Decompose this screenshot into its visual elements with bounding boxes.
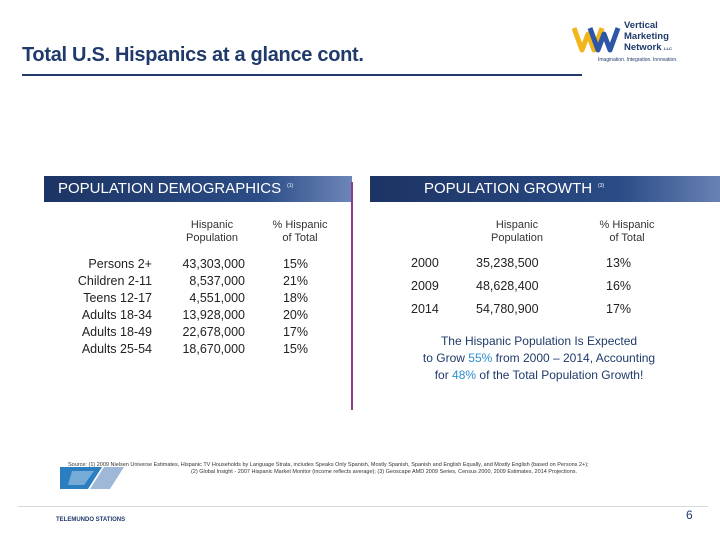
demographics-population-column: 43,303,000 8,537,000 4,551,000 13,928,00… [165, 256, 245, 358]
growth-population-column: 35,238,500 48,628,400 54,780,900 [476, 252, 539, 321]
callout-line-1: The Hispanic Population Is Expected [440, 334, 638, 348]
header-line: Hispanic [495, 219, 539, 231]
header-line: Population [491, 232, 543, 244]
population-value: 54,780,900 [476, 302, 539, 316]
population-value: 48,628,400 [476, 279, 539, 293]
pct-value: 17% [282, 325, 308, 339]
population-value: 35,238,500 [476, 256, 539, 270]
vmn-logo: Vertical Marketing Network LLC Imaginati… [572, 18, 707, 66]
demographics-banner: POPULATION DEMOGRAPHICS (1) [44, 176, 352, 202]
growth-col-pct-header: % Hispanic of Total [580, 219, 674, 245]
logo-line-1: Vertical [624, 20, 658, 31]
telemundo-brand: TELEMUNDO STATIONS [56, 517, 126, 523]
footer-rule [18, 506, 708, 507]
logo-tagline: Imagination. Integration. Innovation. [598, 57, 678, 63]
header-line: % Hispanic [272, 219, 328, 231]
growth-footnote: (3) [598, 183, 605, 189]
vmn-logo-mark-icon [572, 27, 621, 53]
header-line: of Total [282, 232, 318, 244]
population-value: 43,303,000 [182, 257, 245, 271]
callout-text: of the Total Population Growth! [476, 368, 644, 382]
pct-value: 18% [282, 291, 308, 305]
header-line: Population [186, 232, 238, 244]
vmn-logo-wordmark: Vertical Marketing Network LLC [624, 20, 672, 54]
source-line: Source: (1) 2009 Nielsen Universe Estima… [68, 462, 589, 468]
pct-value: 13% [606, 256, 632, 270]
growth-year-column: 2000 2009 2014 [411, 252, 439, 321]
pct-value: 15% [282, 257, 308, 271]
header-line: of Total [609, 232, 645, 244]
callout-text: for [434, 368, 453, 382]
growth-col-population-header: Hispanic Population [470, 219, 564, 245]
header-line: % Hispanic [599, 219, 655, 231]
logo-line-3: Network LLC [624, 42, 672, 54]
slide-title: Total U.S. Hispanics at a glance cont. [22, 44, 364, 66]
demographics-pct-column: 15% 21% 18% 20% 17% 15% [280, 256, 308, 358]
row-label: Teens 12-17 [83, 291, 152, 305]
logo-suffix: LLC [664, 46, 672, 51]
callout-highlight: 55% [468, 351, 493, 365]
growth-banner: POPULATION GROWTH (3) [370, 176, 720, 202]
page-number: 6 [686, 508, 693, 522]
population-value: 18,670,000 [182, 342, 245, 356]
row-label: Persons 2+ [88, 257, 152, 271]
demographics-heading: POPULATION DEMOGRAPHICS [58, 180, 282, 197]
callout-text: from 2000 – 2014, Accounting [492, 351, 656, 365]
logo-line-2: Marketing [624, 31, 669, 42]
row-label: Adults 18-49 [81, 325, 152, 339]
callout-line-3: for 48% of the Total Population Growth! [378, 367, 700, 384]
pct-value: 17% [606, 302, 632, 316]
pct-value: 16% [606, 279, 632, 293]
row-label: Adults 25-54 [81, 342, 152, 356]
demographics-col-population-header: Hispanic Population [168, 219, 256, 245]
callout-text: to Grow [422, 351, 469, 365]
source-line: (2) Global Insight - 2007 Hispanic Marke… [190, 469, 578, 475]
logo-network: Network [624, 42, 662, 53]
growth-pct-column: 13% 16% 17% [606, 252, 631, 321]
sources-note: Source: (1) 2009 Nielsen Universe Estima… [68, 462, 700, 476]
growth-heading: POPULATION GROWTH [424, 180, 593, 197]
population-value: 4,551,000 [189, 291, 245, 305]
callout-line-2: to Grow 55% from 2000 – 2014, Accounting [378, 350, 700, 367]
growth-callout: The Hispanic Population Is Expected to G… [378, 333, 700, 384]
pct-value: 20% [282, 308, 308, 322]
pct-value: 21% [282, 274, 308, 288]
demographics-col-pct-header: % Hispanic of Total [256, 219, 344, 245]
population-value: 22,678,000 [182, 325, 245, 339]
year-value: 2014 [411, 302, 439, 316]
callout-highlight: 48% [452, 368, 477, 382]
year-value: 2000 [411, 256, 439, 270]
population-value: 8,537,000 [189, 274, 245, 288]
demographics-footnote: (1) [287, 183, 294, 189]
header-line: Hispanic [190, 219, 234, 231]
row-label: Children 2-11 [77, 274, 152, 288]
demographics-row-labels: Persons 2+ Children 2-11 Teens 12-17 Adu… [40, 256, 152, 358]
population-value: 13,928,000 [182, 308, 245, 322]
section-divider [351, 182, 353, 410]
row-label: Adults 18-34 [81, 308, 152, 322]
title-underline [22, 74, 582, 76]
year-value: 2009 [411, 279, 439, 293]
pct-value: 15% [282, 342, 308, 356]
telemundo-logo-mark-icon [60, 467, 124, 489]
